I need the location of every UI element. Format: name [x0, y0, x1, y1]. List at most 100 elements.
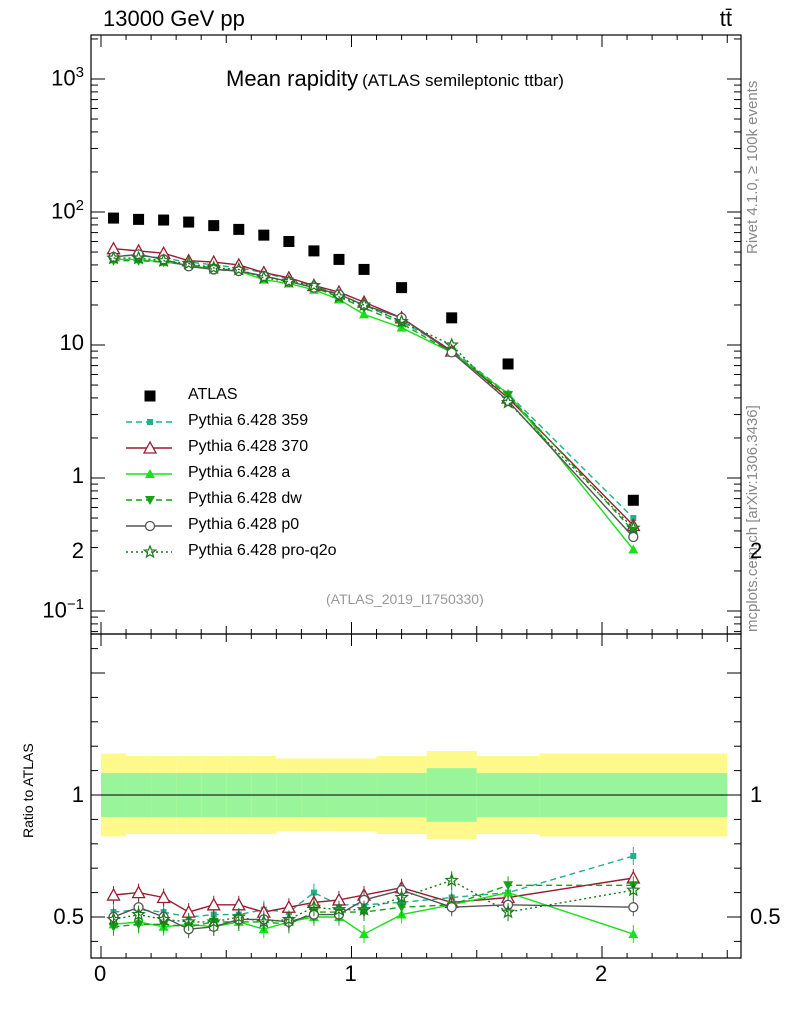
data-point-ppro	[356, 297, 372, 312]
ratio-point-p370	[106, 887, 121, 901]
y-tick-exponent: 3	[75, 64, 84, 81]
y-tick-label: 10	[60, 330, 84, 356]
chart-title-sub: (ATLAS semileptonic ttbar)	[362, 71, 564, 90]
legend-entry-pdw	[126, 496, 172, 505]
ratio-y-tick-label-right: 1	[750, 782, 763, 807]
ratio-point-ppro	[331, 902, 347, 916]
ratio-y-tick-label-right: 0.5	[750, 904, 781, 929]
ratio-point-ppro	[306, 899, 322, 914]
data-point-pa	[359, 309, 370, 319]
legend-label: Pythia 6.428 p0	[188, 516, 300, 533]
legend-marker	[147, 419, 153, 425]
data-point-ATLAS	[358, 263, 370, 275]
legend-entry-p359	[126, 419, 172, 425]
ratio-line-ppro	[113, 879, 634, 923]
analysis-watermark: (ATLAS_2019_I1750330)	[326, 591, 484, 607]
y-tick-label: 103	[51, 64, 84, 91]
legend-label: Pythia 6.428 pro-q2o	[188, 542, 337, 559]
data-point-ATLAS	[627, 494, 639, 506]
ratio-point-p359	[310, 889, 317, 896]
ratio-point-ppro	[500, 904, 516, 919]
legend-label: Pythia 6.428 dw	[188, 490, 302, 507]
data-point-ppro	[444, 337, 459, 352]
ratio-y-axis-label: Ratio to ATLAS	[20, 743, 36, 839]
legend-entry-pa	[126, 469, 172, 478]
data-point-ppro	[256, 270, 272, 285]
ratio-point-ppro	[131, 906, 146, 921]
ratio-y-tick-label-right: 2	[750, 538, 763, 563]
ratio-point-ppro	[106, 911, 121, 926]
data-point-ppro	[331, 289, 347, 304]
data-point-ppro	[500, 394, 516, 409]
ratio-point-p359	[630, 853, 637, 859]
data-point-pa	[628, 544, 639, 554]
legend-label: Pythia 6.428 370	[188, 438, 309, 455]
data-point-ATLAS	[208, 220, 220, 232]
ratio-point-p370	[156, 890, 171, 904]
legend-marker	[144, 520, 156, 532]
ratio-line-pdw	[113, 884, 634, 928]
data-point-ATLAS	[396, 282, 408, 294]
ratio-point-ppro	[281, 911, 297, 926]
legend-label: Pythia 6.428 a	[188, 464, 291, 481]
ratio-point-ppro	[394, 889, 409, 904]
ratio-point-pdw	[396, 903, 407, 913]
y-tick-exponent: 2	[75, 197, 84, 214]
x-tick-label: 0	[94, 961, 107, 986]
side-label-rivet: Rivet 4.1.0, ≥ 100k events	[744, 80, 761, 254]
data-point-ppro	[206, 260, 221, 275]
header-right: tt̄	[719, 6, 732, 31]
ratio-y-tick-label: 1	[71, 782, 84, 807]
legend-marker	[145, 496, 155, 505]
ratio-point-p370	[131, 885, 146, 899]
data-point-ATLAS	[108, 212, 120, 224]
ratio-point-ppro	[181, 914, 196, 929]
chart-title-main: Mean rapidity	[226, 66, 359, 91]
y-tick-base: 1	[71, 463, 84, 488]
legend-marker	[144, 390, 156, 402]
data-point-ppro	[231, 261, 247, 276]
x-tick-label: 1	[344, 961, 357, 986]
series-ATLAS	[108, 212, 639, 506]
side-label-mcplots: mcplots.cern.ch [arXiv:1306.3436]	[744, 405, 761, 632]
data-point-ATLAS	[133, 213, 145, 225]
ratio-point-ppro	[231, 909, 247, 924]
data-point-ppro	[106, 250, 121, 265]
data-point-pp0	[628, 531, 639, 543]
ratio-point-ppro	[156, 911, 171, 926]
legend-entry-pp0	[126, 520, 172, 532]
y-tick-label: 102	[51, 197, 84, 224]
legend-entry-ppro	[126, 544, 172, 559]
data-point-ATLAS	[333, 253, 345, 265]
y-tick-base: 10	[42, 597, 67, 623]
ratio-point-ppro	[256, 914, 272, 929]
ratio-point-pp0	[628, 902, 639, 913]
y-tick-label: 10−1	[42, 596, 84, 623]
x-tick-label: 2	[595, 961, 608, 986]
data-point-ppro	[281, 273, 297, 288]
data-point-ATLAS	[502, 358, 514, 370]
data-point-p359	[630, 515, 637, 522]
data-point-ppro	[626, 520, 641, 535]
y-tick-base: 10	[51, 198, 76, 224]
data-point-ppro	[306, 277, 322, 292]
data-point-ppro	[131, 250, 146, 265]
data-point-ATLAS	[283, 236, 295, 248]
header-left: 13000 GeV pp	[103, 6, 245, 31]
data-point-ATLAS	[183, 216, 195, 228]
ratio-point-pdw	[133, 920, 144, 930]
data-point-ppro	[394, 313, 409, 328]
data-point-ATLAS	[308, 245, 320, 257]
legend-marker	[142, 544, 158, 559]
ratio-y-tick-label: 2	[71, 538, 84, 563]
y-tick-base: 10	[59, 330, 84, 355]
ratio-point-ppro	[444, 872, 459, 887]
y-tick-exponent: −1	[66, 596, 84, 613]
ratio-line-p359	[113, 855, 634, 918]
ratio-point-ppro	[206, 914, 221, 929]
series-ppro	[106, 250, 641, 535]
legend-marker	[142, 440, 158, 454]
y-tick-label: 1	[72, 463, 84, 489]
legend-entry-p370	[126, 440, 172, 454]
y-tick-base: 10	[51, 65, 76, 91]
